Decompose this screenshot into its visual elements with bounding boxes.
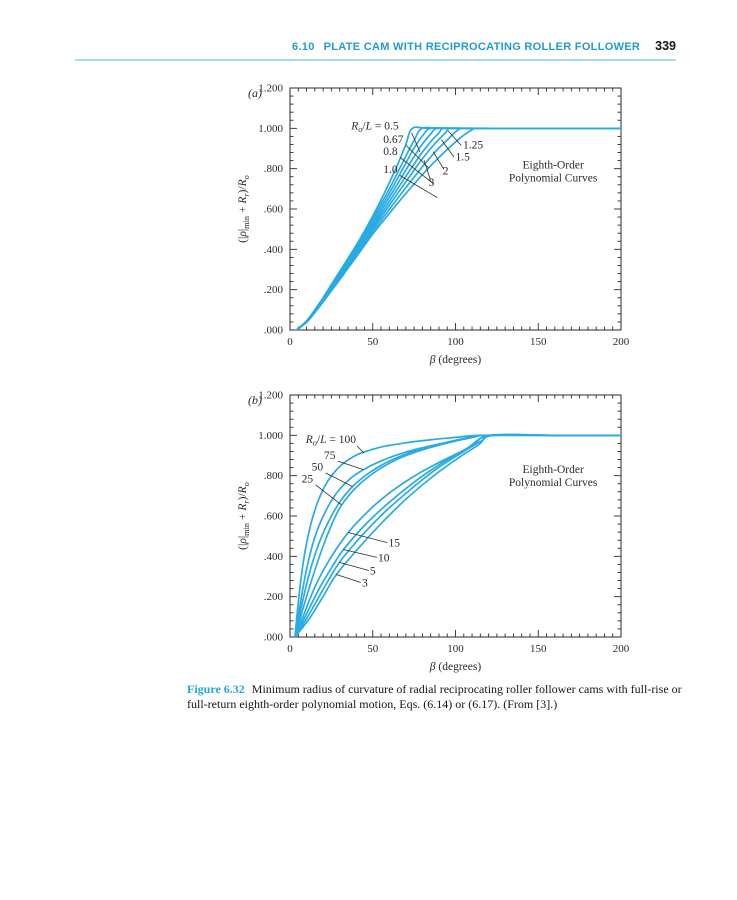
chart-b: 0 50 100 150 200 .000 .200 .400 .600 .800 1.000 1.2…	[237, 390, 630, 674]
x-tick-label: 100	[447, 336, 464, 348]
y-axis-label: (|ρ|min + Rr)/Ro	[237, 175, 251, 243]
series-curve-3	[295, 127, 622, 331]
series-label-15: 15	[388, 538, 400, 550]
series-label-3: 3	[429, 177, 435, 189]
series-label-75: 75	[324, 450, 336, 462]
x-tick-label: 200	[613, 336, 630, 348]
series-leader-75	[337, 460, 364, 470]
x-tick-label: 200	[613, 643, 630, 655]
y-tick-label: 1.200	[258, 83, 283, 95]
y-tick-label: .200	[264, 591, 284, 603]
series-label-5: 5	[370, 565, 376, 577]
plot: 0 50 100 150 200 .000 .200 .400 .600 .800 1.000 1.2…	[237, 83, 630, 367]
series-label-2: 2	[443, 166, 449, 178]
y-tick-label: 1.000	[258, 123, 283, 135]
series-leader-3	[336, 574, 361, 583]
page-header: 6.10 PLATE CAM WITH RECIPROCATING ROLLER …	[292, 39, 676, 53]
x-tick-label: 150	[530, 336, 547, 348]
series-leader-100	[356, 445, 365, 454]
series-curve-3	[294, 433, 622, 638]
series-label-0.8: 0.8	[383, 146, 398, 158]
series-leader-1.5	[441, 139, 455, 158]
series-label-10: 10	[378, 552, 390, 564]
annotation-line: Eighth-Order	[522, 464, 583, 476]
series-label-25: 25	[302, 474, 314, 486]
series-leader-50	[325, 472, 353, 487]
series-leader-10	[343, 549, 377, 558]
chart-a: 0 50 100 150 200 .000 .200 .400 .600 .800 1.000 1.2…	[237, 83, 630, 367]
y-axis-label: (|ρ|min + Rr)/Ro	[237, 482, 251, 550]
series-label-50: 50	[312, 462, 324, 474]
annotation-line: Eighth-Order	[522, 160, 583, 172]
plot-frame	[289, 87, 622, 331]
figure-caption-text: Minimum radius of curvature of radial re…	[187, 682, 682, 711]
series-curve-25	[294, 434, 622, 638]
page-number: 339	[655, 39, 676, 53]
series-label-0.5: Ro/L = 0.5	[350, 120, 399, 134]
series-leader-15	[348, 532, 388, 544]
y-tick-label: .000	[264, 325, 284, 337]
series-leader-0.5	[411, 132, 421, 153]
x-axis-label: β (degrees)	[429, 354, 482, 366]
series-leader-2	[432, 151, 445, 170]
series-leader-5	[339, 561, 369, 571]
y-tick-label: .400	[264, 244, 284, 256]
x-tick-label: 50	[367, 336, 379, 348]
x-tick-label: 0	[287, 336, 293, 348]
y-tick-label: .600	[264, 511, 284, 523]
figure-caption-label: Figure 6.32	[187, 682, 245, 696]
y-tick-label: .600	[264, 204, 284, 216]
y-tick-label: .800	[264, 163, 284, 175]
x-axis-label: β (degrees)	[429, 661, 482, 673]
y-tick-label: .400	[264, 551, 284, 563]
series-label-3: 3	[362, 578, 368, 590]
series-leader-3	[423, 160, 432, 181]
annotation-line: Polynomial Curves	[509, 173, 598, 185]
y-tick-label: .800	[264, 470, 284, 482]
plot-frame	[289, 394, 622, 638]
x-tick-label: 50	[367, 643, 379, 655]
annotation-line: Polynomial Curves	[509, 477, 598, 489]
y-tick-label: 1.200	[258, 390, 283, 402]
x-tick-label: 0	[287, 643, 293, 655]
header-rule	[75, 59, 676, 61]
y-tick-label: .000	[264, 632, 284, 644]
panel-label: (b)	[248, 393, 262, 407]
series-leader-0.8	[399, 157, 434, 184]
x-tick-label: 100	[447, 643, 464, 655]
y-tick-label: 1.000	[258, 430, 283, 442]
x-tick-label: 150	[530, 643, 547, 655]
series-label-1.5: 1.5	[456, 152, 471, 164]
section-number: 6.10	[292, 41, 315, 53]
series-leader-1.0	[399, 175, 438, 199]
series-leader-25	[315, 484, 342, 506]
series-leader-1.25	[447, 130, 462, 146]
figure-caption: Figure 6.32 Minimum radius of curvature o…	[187, 682, 703, 711]
panel-label: (a)	[248, 86, 262, 100]
plot: 0 50 100 150 200 .000 .200 .400 .600 .800 1.000 1.2…	[237, 390, 630, 674]
series-label-0.67: 0.67	[383, 134, 403, 146]
y-tick-label: .200	[264, 284, 284, 296]
series-label-100: Ro/L = 100	[305, 434, 357, 448]
section-title: PLATE CAM WITH RECIPROCATING ROLLER FOLL…	[323, 41, 641, 53]
running-head: 6.10 PLATE CAM WITH RECIPROCATING ROLLER …	[292, 41, 640, 53]
series-label-1.0: 1.0	[383, 164, 398, 176]
series-label-1.25: 1.25	[463, 140, 483, 152]
